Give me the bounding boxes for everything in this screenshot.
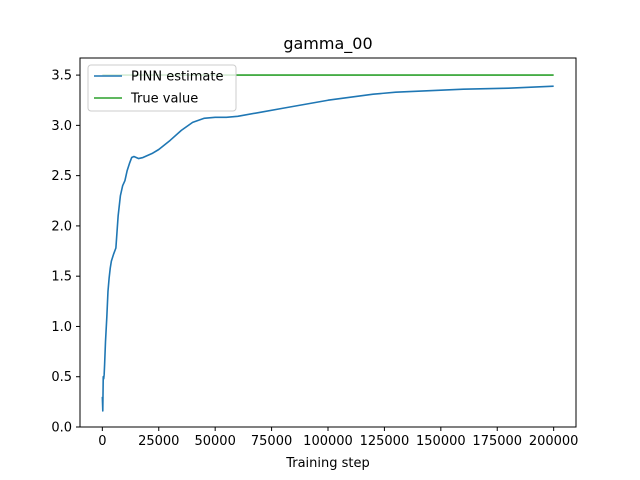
- x-tick-label: 125000: [360, 434, 410, 449]
- x-tick-label: 25000: [138, 434, 179, 449]
- series-line-pinn-estimate: [101, 85, 554, 412]
- legend: PINN estimate True value: [87, 64, 237, 112]
- y-tick-label: 1.0: [51, 320, 72, 335]
- y-tick-label: 2.5: [51, 169, 72, 184]
- legend-label: PINN estimate: [131, 70, 223, 85]
- y-tick-label: 3.5: [51, 69, 72, 84]
- x-tick-label: 200000: [529, 434, 579, 449]
- x-tick-label: 175000: [472, 434, 522, 449]
- legend-box: [87, 64, 237, 112]
- x-tick-label: 0: [98, 434, 106, 449]
- x-tick-label: 150000: [416, 434, 466, 449]
- x-tick-label: 75000: [251, 434, 292, 449]
- legend-label: True value: [130, 92, 198, 107]
- chart-title: gamma_00: [283, 34, 372, 54]
- x-axis-label: Training step: [285, 456, 370, 471]
- y-tick-label: 1.5: [51, 270, 72, 285]
- y-tick-label: 0.0: [51, 421, 72, 436]
- x-tick-label: 100000: [303, 434, 353, 449]
- axes-layer: 0 25000 50000 75000 100000 125000 150000 175000…: [51, 57, 579, 449]
- y-tick-label: 0.5: [51, 370, 72, 385]
- y-tick-label: 3.0: [51, 119, 72, 134]
- y-tick-label: 2.0: [51, 219, 72, 234]
- x-tick-label: 50000: [194, 434, 235, 449]
